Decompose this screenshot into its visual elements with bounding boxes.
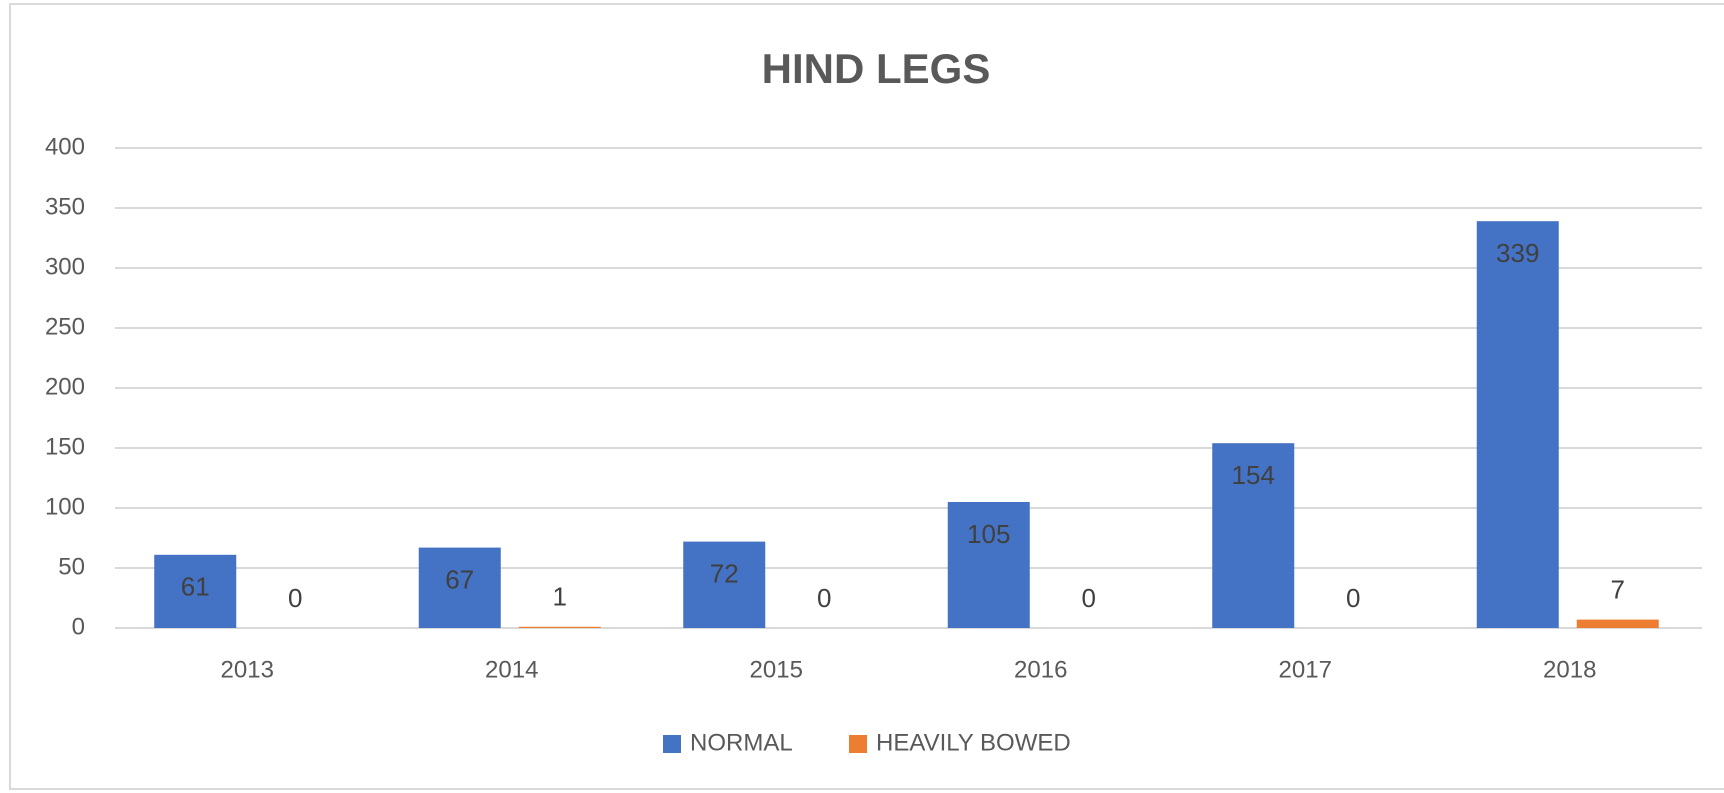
data-label: 0 [817,583,831,613]
legend-label: HEAVILY BOWED [876,729,1071,756]
x-tick-label: 2017 [1279,656,1332,683]
x-tick-label: 2016 [1014,656,1067,683]
data-label: 61 [181,572,210,602]
bar [418,547,501,628]
bar [683,541,766,628]
chart-title: HIND LEGS [762,45,991,92]
x-tick-label: 2018 [1543,656,1596,683]
y-tick-label: 150 [45,433,85,460]
bar [1476,221,1559,628]
data-label: 0 [288,583,302,613]
data-label: 154 [1232,460,1275,490]
data-label: 7 [1611,574,1625,604]
data-label: 72 [710,558,739,588]
data-label: 339 [1496,238,1539,268]
x-tick-label: 2013 [221,656,274,683]
bar [154,554,237,628]
y-tick-label: 0 [72,613,85,640]
y-tick-label: 300 [45,253,85,280]
y-tick-label: 350 [45,193,85,220]
y-tick-label: 50 [58,553,85,580]
bar [1576,619,1659,628]
legend-swatch [663,735,681,753]
data-label: 0 [1082,583,1096,613]
data-label: 1 [553,582,567,612]
x-tick-label: 2015 [750,656,803,683]
legend-label: NORMAL [690,729,793,756]
chart-border [9,3,1724,790]
y-tick-label: 100 [45,493,85,520]
data-label: 67 [445,564,474,594]
x-tick-label: 2014 [485,656,538,683]
legend-swatch [849,735,867,753]
data-label: 105 [967,519,1010,549]
bar [518,626,601,628]
bar [1212,443,1295,628]
data-label: 0 [1346,583,1360,613]
y-tick-label: 400 [45,133,85,160]
y-tick-label: 250 [45,313,85,340]
bar [947,502,1030,628]
y-tick-label: 200 [45,373,85,400]
